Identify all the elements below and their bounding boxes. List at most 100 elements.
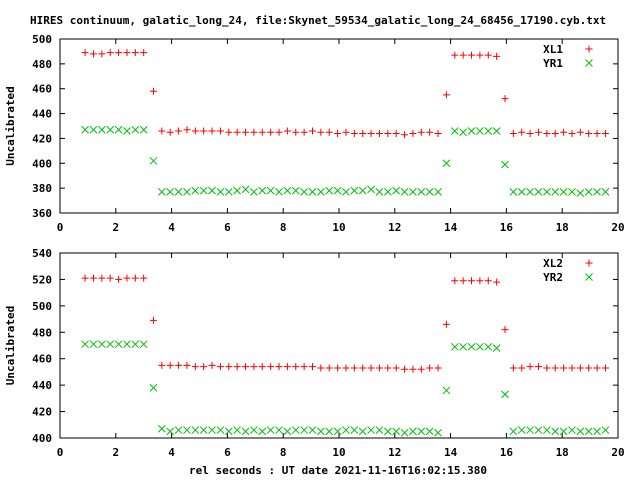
data-point [601, 129, 609, 137]
y-tick-label: 440 [32, 379, 52, 392]
data-point [191, 186, 200, 195]
data-point [576, 364, 584, 372]
data-point [225, 363, 233, 371]
legend-label: YR1 [543, 57, 563, 70]
data-point [275, 426, 283, 434]
data-point [283, 427, 292, 436]
data-point [551, 129, 559, 137]
data-point [140, 274, 148, 282]
data-point [225, 128, 233, 136]
data-point [358, 427, 367, 436]
data-point [183, 126, 191, 134]
data-point [434, 364, 442, 372]
chart-title: HIRES continuum, galatic_long_24, file:S… [30, 14, 606, 27]
data-point [158, 127, 166, 135]
x-tick-label: 2 [112, 221, 119, 234]
x-tick-label: 0 [57, 446, 64, 459]
data-point [434, 428, 442, 437]
data-point [250, 363, 258, 371]
data-point [139, 340, 148, 349]
data-point [417, 188, 426, 196]
series-XL1 [81, 45, 609, 139]
data-point [601, 364, 609, 372]
x-tick-label: 12 [388, 221, 401, 234]
legend-marker [585, 273, 593, 281]
data-point [409, 188, 417, 196]
data-point [140, 49, 148, 57]
data-point [200, 127, 208, 135]
data-point [350, 186, 359, 195]
data-point [559, 188, 568, 196]
data-point [267, 128, 275, 136]
data-point [98, 50, 106, 58]
data-point [350, 129, 358, 137]
y-tick-label: 500 [32, 300, 52, 313]
data-point [375, 364, 383, 372]
data-point [484, 342, 493, 351]
data-point [568, 426, 576, 434]
data-point [492, 344, 501, 352]
data-point [384, 129, 392, 137]
data-point [359, 129, 367, 137]
data-point [459, 128, 468, 137]
data-point [241, 185, 250, 194]
data-point [384, 364, 392, 372]
data-point [300, 128, 308, 136]
legend-label: YR2 [543, 271, 563, 284]
data-point [509, 188, 518, 196]
data-point [266, 186, 275, 195]
data-point [300, 188, 308, 196]
x-tick-label: 14 [444, 446, 458, 459]
data-point [300, 363, 308, 371]
data-point [476, 277, 484, 285]
data-point [576, 128, 584, 136]
y-tick-label: 520 [32, 273, 52, 286]
y-tick-label: 480 [32, 58, 52, 71]
data-point [233, 363, 241, 371]
data-point [199, 426, 208, 434]
data-point [585, 364, 593, 372]
data-point [367, 426, 375, 434]
data-point [149, 383, 158, 392]
data-point [560, 364, 568, 372]
bottom-panel: 0 2 4 6 8 10 12 14 16 18 20 400 420 440 460 480 500 520 54… [4, 247, 625, 459]
data-point [576, 189, 585, 197]
data-point [224, 188, 233, 196]
data-point [123, 274, 131, 282]
data-point [258, 427, 267, 436]
x-tick-label: 10 [332, 446, 345, 459]
data-point [484, 127, 493, 135]
data-point [442, 159, 451, 168]
data-point [383, 188, 392, 196]
data-point [400, 188, 409, 196]
data-point [308, 127, 316, 135]
y-tick-label: 440 [32, 108, 52, 121]
data-point [409, 365, 417, 373]
data-point [250, 426, 258, 434]
data-point [275, 188, 283, 196]
data-point [342, 128, 350, 136]
data-point [258, 128, 266, 136]
data-point [325, 427, 334, 436]
y-axis-label: Uncalibrated [4, 86, 17, 165]
data-point [308, 188, 317, 196]
data-point [392, 186, 401, 195]
data-point [601, 426, 610, 434]
data-point [157, 188, 166, 196]
y-axis-label: Uncalibrated [4, 306, 17, 385]
data-point [451, 277, 459, 285]
data-point [106, 340, 115, 349]
data-point [325, 364, 333, 372]
data-point [208, 426, 216, 434]
data-point [342, 188, 350, 196]
data-point [434, 188, 442, 196]
data-point [291, 186, 300, 195]
data-point [493, 52, 501, 60]
x-tick-label: 6 [224, 446, 231, 459]
series-YR1 [81, 59, 610, 197]
data-point [409, 129, 417, 137]
data-point [468, 277, 476, 285]
data-point [266, 426, 275, 434]
data-point [501, 326, 509, 334]
